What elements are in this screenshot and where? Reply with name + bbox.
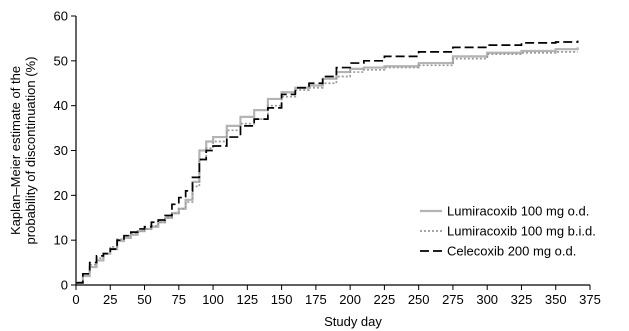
y-tick-label: 0 xyxy=(61,278,68,293)
series-line-0 xyxy=(76,47,579,284)
y-axis-label-line2: probability of discontinuation (%) xyxy=(23,57,38,245)
x-tick-label: 175 xyxy=(305,292,327,307)
series-group xyxy=(76,40,579,284)
y-axis-label-line1: Kaplan–Meier estimate of the xyxy=(8,66,23,235)
x-tick-label: 200 xyxy=(339,292,361,307)
series-line-1 xyxy=(76,51,578,284)
y-tick-label: 10 xyxy=(54,233,68,248)
y-tick-label: 30 xyxy=(54,143,68,158)
x-tick-label: 100 xyxy=(202,292,224,307)
x-tick-label: 150 xyxy=(271,292,293,307)
y-tick-label: 20 xyxy=(54,188,68,203)
x-tick-label: 75 xyxy=(172,292,186,307)
x-tick-label: 300 xyxy=(476,292,498,307)
ticks: 0 25 50 75 100 125 150 175 200 225 250 275 300 325 350… xyxy=(54,9,601,308)
x-tick-label: 325 xyxy=(511,292,533,307)
series-line-2 xyxy=(76,40,579,284)
x-tick-label: 0 xyxy=(72,292,79,307)
x-tick-label: 50 xyxy=(137,292,151,307)
x-axis-label: Study day xyxy=(324,314,382,329)
x-tick-label: 250 xyxy=(408,292,430,307)
x-tick-label: 350 xyxy=(545,292,567,307)
legend-label-1: Lumiracoxib 100 mg b.i.d. xyxy=(447,224,596,239)
y-tick-label: 50 xyxy=(54,53,68,68)
legend-label-2: Celecoxib 200 mg o.d. xyxy=(447,244,576,259)
legend: Lumiracoxib 100 mg o.d. Lumiracoxib 100 m… xyxy=(420,204,596,259)
x-tick-label: 125 xyxy=(236,292,258,307)
x-tick-label: 225 xyxy=(374,292,396,307)
y-tick-label: 40 xyxy=(54,98,68,113)
x-tick-label: 375 xyxy=(579,292,601,307)
x-tick-label: 25 xyxy=(103,292,117,307)
legend-label-0: Lumiracoxib 100 mg o.d. xyxy=(447,204,589,219)
y-tick-label: 60 xyxy=(54,9,68,24)
x-tick-label: 275 xyxy=(442,292,464,307)
